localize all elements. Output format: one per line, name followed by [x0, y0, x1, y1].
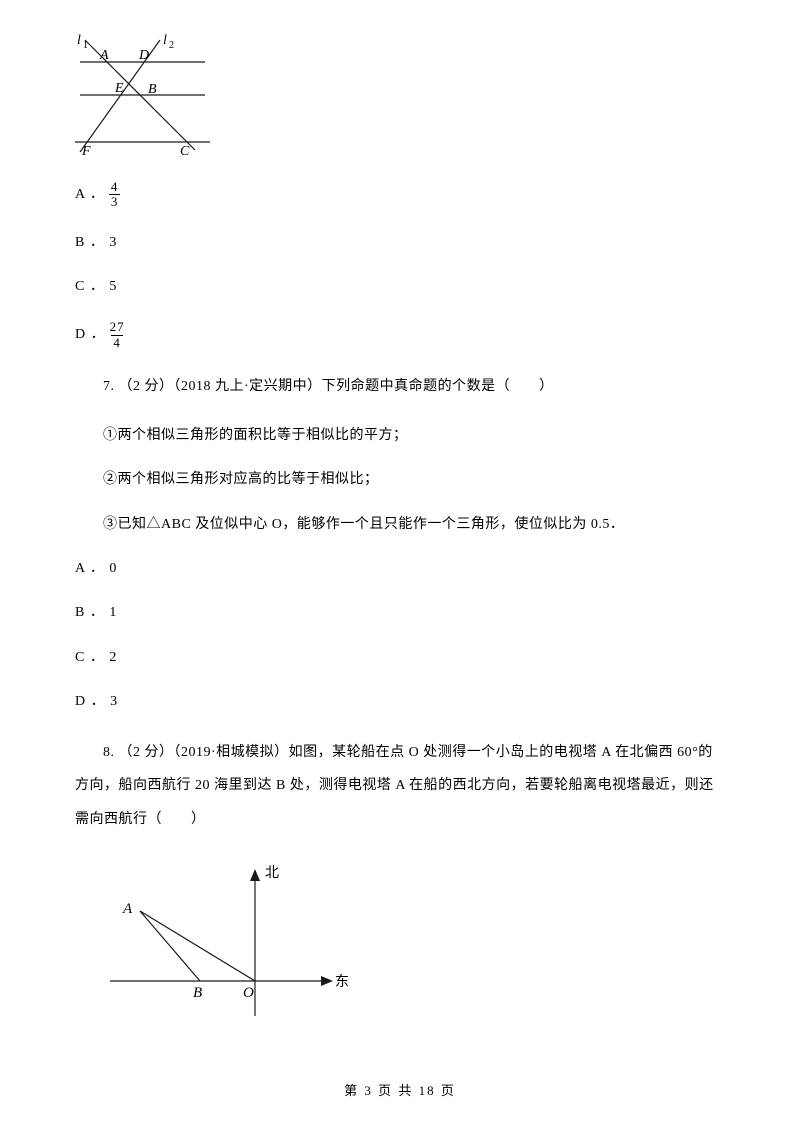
q7-statement-1: ①两个相似三角形的面积比等于相似比的平方； [75, 425, 725, 447]
option-7-d: D ． 3 [75, 691, 725, 713]
page-footer: 第 3 页 共 18 页 [0, 1081, 800, 1102]
north-label: 北 [265, 865, 279, 881]
label-E: E [114, 81, 124, 96]
q7-statement-3: ③已知△ABC 及位似中心 O，能够作一个且只能作一个三角形，使位似比为 0.5… [75, 514, 725, 536]
q7-statement-2: ②两个相似三角形对应高的比等于相似比； [75, 469, 725, 491]
figure1-svg: l 1 l 2 A D E B F C [75, 30, 225, 160]
figure-bearing: 北 东 A B O [95, 851, 725, 1026]
q7-stem: 7. （2 分）（2018 九上·定兴期中）下列命题中真命题的个数是（ ） [75, 372, 725, 403]
figure-parallel-lines: l 1 l 2 A D E B F C [75, 30, 725, 160]
option-6-a: A ． 4 3 [75, 180, 725, 210]
option-7-c: C ． 2 [75, 647, 725, 669]
svg-text:l: l [77, 33, 81, 48]
figure2-svg: 北 东 A B O [95, 851, 355, 1026]
label-F: F [81, 144, 91, 159]
q8-stem: 8. （2 分）（2019·相城模拟）如图，某轮船在点 O 处测得一个小岛上的电… [75, 736, 725, 837]
label-B2: B [193, 985, 202, 1001]
label-A: A [99, 48, 109, 63]
fraction-4-3: 4 3 [109, 180, 121, 210]
option-7-a: A ． 0 [75, 558, 725, 580]
svg-text:2: 2 [169, 40, 174, 51]
label-C: C [180, 144, 190, 159]
label-D: D [138, 48, 149, 63]
label-A2: A [122, 901, 133, 917]
east-label: 东 [335, 974, 349, 990]
label-O: O [243, 985, 254, 1001]
option-6-d-label: D ． [75, 324, 106, 346]
option-6-a-label: A ． [75, 184, 105, 206]
fraction-27-4: 27 4 [110, 320, 125, 350]
svg-text:1: 1 [83, 40, 88, 51]
option-6-d: D ． 27 4 [75, 320, 725, 350]
svg-text:l: l [163, 33, 167, 48]
option-7-b: B ． 1 [75, 602, 725, 624]
label-B: B [148, 82, 157, 97]
option-6-b: B ． 3 [75, 232, 725, 254]
option-6-c: C ． 5 [75, 276, 725, 298]
